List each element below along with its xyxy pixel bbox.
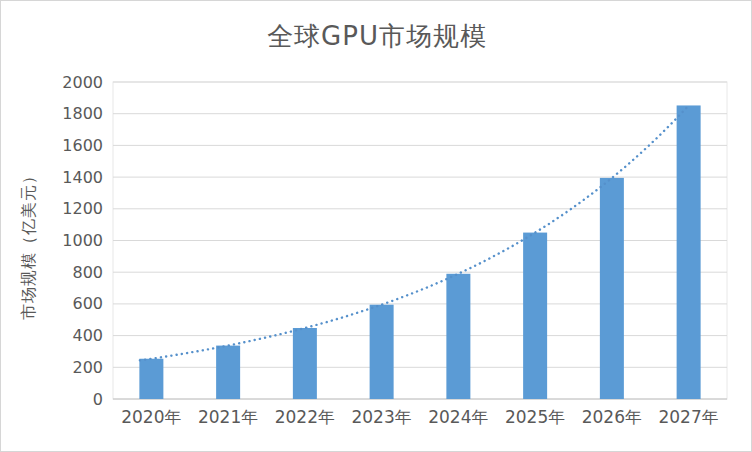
x-tick-label: 2021年: [198, 407, 258, 427]
y-tick-label: 200: [72, 358, 103, 377]
y-tick-label: 1200: [62, 199, 103, 218]
bar-2026年: [600, 178, 624, 399]
y-tick-label: 1000: [62, 231, 103, 250]
bar-2023年: [370, 305, 394, 399]
chart-title: 全球GPU市场规模: [1, 19, 752, 54]
x-tick-label: 2024年: [428, 407, 488, 427]
x-tick-label: 2020年: [121, 407, 181, 427]
x-tick-label: 2025年: [505, 407, 565, 427]
bar-2020年: [139, 359, 163, 399]
bar-2024年: [446, 274, 470, 399]
bar-2021年: [216, 346, 240, 399]
x-tick-label: 2027年: [658, 407, 718, 427]
bar-2025年: [523, 233, 547, 399]
y-tick-label: 800: [72, 263, 103, 282]
y-tick-label: 1600: [62, 136, 103, 155]
y-tick-label: 1400: [62, 168, 103, 187]
y-tick-label: 2000: [62, 73, 103, 92]
y-tick-label: 0: [93, 390, 103, 409]
y-tick-label: 1800: [62, 104, 103, 123]
x-tick-label: 2026年: [582, 407, 642, 427]
x-tick-label: 2023年: [351, 407, 411, 427]
chart-container: 全球GPU市场规模 市场规模（亿美元） 0 200 400 600 800 1000 120…: [0, 0, 752, 452]
plot-area: 0 200 400 600 800 1000 1200 1400 1600 1800 2000 202…: [1, 1, 752, 452]
bar-2027年: [677, 105, 701, 399]
y-tick-label: 600: [72, 294, 103, 313]
y-tick-label: 400: [72, 326, 103, 345]
y-axis-title: 市场规模（亿美元）: [19, 144, 40, 344]
x-tick-label: 2022年: [275, 407, 335, 427]
bar-2022年: [293, 328, 317, 399]
